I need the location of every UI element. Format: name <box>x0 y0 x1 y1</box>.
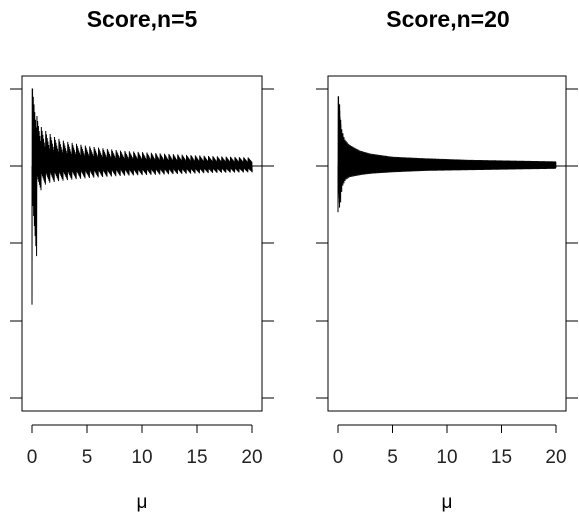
chart-title-right: Score,n=20 <box>386 6 510 32</box>
x-axis-label-left: μ <box>136 492 148 513</box>
x-tick-label: 5 <box>387 447 398 468</box>
x-axis-label-right: μ <box>441 492 453 513</box>
x-tick-label: 20 <box>545 447 566 468</box>
score-trace <box>337 96 557 213</box>
x-tick-label: 10 <box>436 447 457 468</box>
x-tick-label: 15 <box>186 447 207 468</box>
plot-frame <box>21 75 263 412</box>
x-tick-label: 0 <box>27 447 38 468</box>
x-tick-label: 0 <box>333 447 344 468</box>
panel-right: 0 5 10 15 20 <box>316 75 578 468</box>
x-tick-label: 15 <box>491 447 512 468</box>
chart-title-left: Score,n=5 <box>86 6 198 32</box>
plot-frame <box>327 75 567 412</box>
panel-left: 0 5 10 15 20 <box>10 75 274 468</box>
x-tick-label: 20 <box>241 447 262 468</box>
score-trace <box>31 88 253 305</box>
x-tick-label: 10 <box>131 447 152 468</box>
x-tick-label: 5 <box>82 447 93 468</box>
